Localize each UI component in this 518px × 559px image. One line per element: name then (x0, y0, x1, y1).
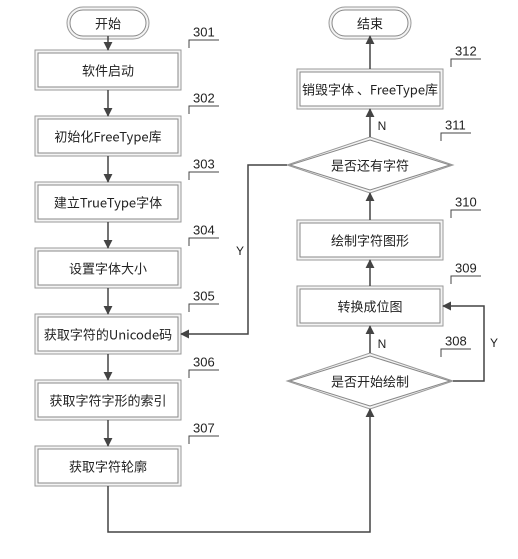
node-label: 开始 (95, 14, 121, 33)
step-tag-text: 307 (193, 421, 215, 436)
node-label: 设置字体大小 (69, 259, 147, 278)
step-tag: 305 (189, 289, 219, 313)
process-box: 初始化FreeType库 302 (35, 91, 219, 157)
step-tag-text: 309 (455, 261, 477, 276)
step-tag: 303 (189, 157, 219, 181)
step-tag-text: 306 (193, 355, 215, 370)
edge-label: Y (236, 244, 244, 258)
step-tag-text: 308 (445, 334, 467, 349)
step-tag: 306 (189, 355, 219, 379)
node-label: 建立TrueType字体 (54, 193, 162, 212)
process-box: 转换成位图 309 (297, 261, 481, 327)
node-label: 获取字符字形的索引 (49, 391, 166, 410)
node-label: 结束 (357, 14, 383, 33)
process-box: 建立TrueType字体 303 (35, 157, 219, 223)
step-tag-text: 304 (193, 223, 215, 238)
node-label: 销毁字体 、FreeType库 (302, 80, 438, 99)
step-tag: 308 (441, 334, 471, 358)
process-box: 获取字符字形的索引 306 (35, 355, 219, 421)
node-label: 是否开始绘制 (331, 372, 409, 391)
step-tag: 302 (189, 91, 219, 115)
step-tag-text: 310 (455, 195, 477, 210)
step-tag: 311 (441, 118, 471, 142)
process-box: 销毁字体 、FreeType库 312 (297, 44, 481, 110)
process-box: 获取字符的Unicode码 305 (35, 289, 219, 355)
node-label: 绘制字符图形 (331, 231, 409, 250)
step-tag: 312 (451, 44, 481, 68)
flowchart-canvas: 开始软件启动 301 初始化FreeType库 302 建立TrueType字体 303 设… (0, 0, 518, 559)
edge-label: Y (490, 336, 498, 350)
terminal-box: 结束 (329, 7, 411, 39)
process-box: 获取字符轮廓 307 (35, 421, 219, 487)
node-label: 软件启动 (82, 61, 134, 80)
process-box: 绘制字符图形 310 (297, 195, 481, 261)
step-tag: 301 (189, 25, 219, 49)
step-tag: 304 (189, 223, 219, 247)
step-tag: 309 (451, 261, 481, 285)
node-label: 获取字符轮廓 (69, 457, 147, 476)
step-tag: 310 (451, 195, 481, 219)
process-box: 设置字体大小 304 (35, 223, 219, 289)
step-tag-text: 301 (193, 25, 215, 40)
edge-label: N (378, 337, 387, 351)
flow-edge (181, 165, 287, 334)
step-tag-text: 303 (193, 157, 215, 172)
step-tag: 307 (189, 421, 219, 445)
node-label: 获取字符的Unicode码 (44, 325, 172, 344)
step-tag-text: 302 (193, 91, 215, 106)
node-label: 是否还有字符 (331, 156, 409, 175)
node-label: 初始化FreeType库 (54, 127, 161, 146)
step-tag-text: 311 (445, 118, 466, 133)
terminal-box: 开始 (67, 7, 149, 39)
edge-label: N (378, 119, 387, 133)
node-label: 转换成位图 (337, 297, 402, 316)
step-tag-text: 312 (455, 44, 477, 59)
step-tag-text: 305 (193, 289, 215, 304)
